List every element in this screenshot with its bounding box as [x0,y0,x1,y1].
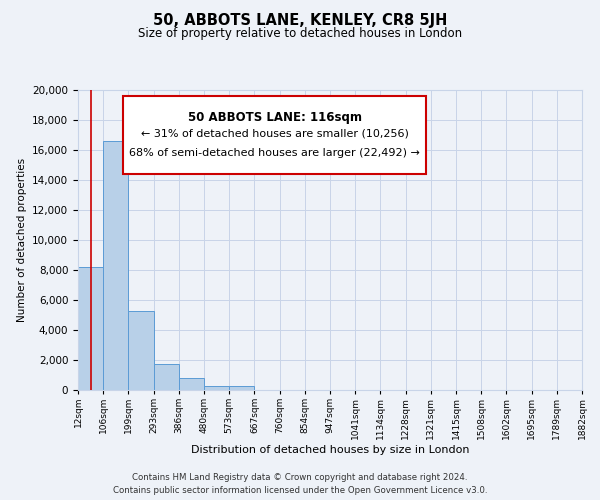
Text: ← 31% of detached houses are smaller (10,256): ← 31% of detached houses are smaller (10… [140,129,409,139]
Text: 68% of semi-detached houses are larger (22,492) →: 68% of semi-detached houses are larger (… [129,148,420,158]
Bar [179,378,204,390]
Bar [78,267,103,390]
Text: 50, ABBOTS LANE, KENLEY, CR8 5JH: 50, ABBOTS LANE, KENLEY, CR8 5JH [153,12,447,28]
Text: Size of property relative to detached houses in London: Size of property relative to detached ho… [138,28,462,40]
Bar [204,386,229,390]
X-axis label: Distribution of detached houses by size in London: Distribution of detached houses by size … [191,444,469,454]
Text: 50 ABBOTS LANE: 116sqm: 50 ABBOTS LANE: 116sqm [188,111,362,124]
Bar [154,364,179,390]
FancyBboxPatch shape [124,96,426,174]
Bar [229,386,254,390]
Text: Contains public sector information licensed under the Open Government Licence v3: Contains public sector information licen… [113,486,487,495]
Bar [103,141,128,390]
Text: Contains HM Land Registry data © Crown copyright and database right 2024.: Contains HM Land Registry data © Crown c… [132,472,468,482]
Y-axis label: Number of detached properties: Number of detached properties [17,158,26,322]
Bar [128,310,154,390]
